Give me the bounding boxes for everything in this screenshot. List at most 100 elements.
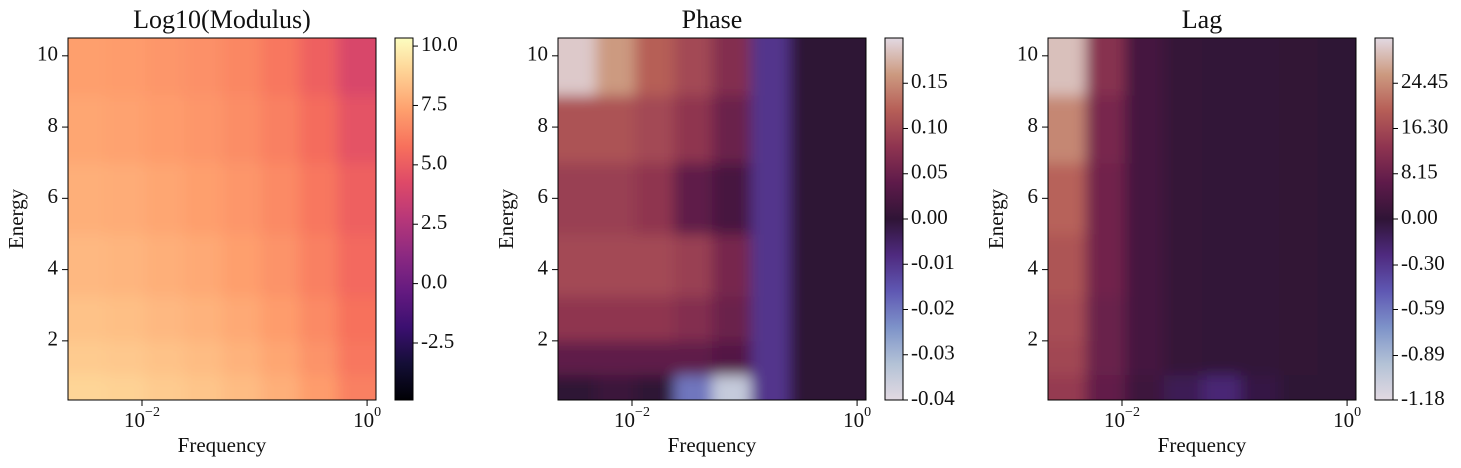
y-tick-label: 4	[48, 255, 59, 279]
heatmap-cell	[558, 296, 597, 342]
colorbar-tick-label: -1.18	[1401, 386, 1445, 410]
heatmap-cell	[558, 340, 597, 376]
heatmap-cell	[789, 162, 829, 235]
heatmap-cell	[145, 296, 185, 342]
heatmap-cell	[1317, 296, 1356, 342]
heatmap-cell	[1202, 233, 1242, 297]
heatmap-cell	[1317, 162, 1356, 235]
heatmap-cell	[595, 95, 636, 164]
heatmap-cell	[222, 233, 262, 297]
heatmap-cell	[145, 233, 185, 297]
heatmap-cell	[558, 38, 597, 96]
heatmap-cell	[222, 374, 262, 400]
heatmap-cell	[1085, 374, 1126, 400]
heatmap-cell	[1164, 374, 1203, 400]
heatmap-cell	[1202, 374, 1242, 400]
heatmap-cell	[595, 162, 636, 235]
heatmap-cell	[1085, 296, 1126, 342]
heatmap-cell	[1048, 374, 1087, 400]
heatmap-cell	[1279, 95, 1319, 164]
heatmap-cell	[1240, 296, 1280, 342]
heatmap-cell	[1202, 162, 1242, 235]
heatmap-cell	[1125, 340, 1165, 376]
y-tick-label: 8	[1028, 113, 1039, 137]
heatmap-cell	[1279, 233, 1319, 297]
heatmap-cell	[1317, 374, 1356, 400]
heatmap-cell	[222, 95, 262, 164]
colorbar-tick-label: -0.01	[911, 250, 955, 274]
x-tick-label: 10−2	[124, 405, 160, 432]
heatmap-cell	[674, 233, 713, 297]
heatmap-cell	[1202, 340, 1242, 376]
heatmap	[68, 38, 376, 400]
heatmap-cell	[1125, 95, 1165, 164]
y-tick-label: 4	[1028, 255, 1039, 279]
colorbar-tick-label: -0.30	[1401, 251, 1445, 275]
y-tick-label: 6	[48, 184, 59, 208]
heatmap-cell	[1279, 296, 1319, 342]
heatmap-cell	[145, 340, 185, 376]
heatmap-cell	[1279, 162, 1319, 235]
heatmap-cell	[68, 374, 107, 400]
y-axis-label: Energy	[494, 188, 518, 249]
x-axis-label: Frequency	[668, 433, 757, 457]
heatmap-cell	[105, 233, 146, 297]
heatmap-cell	[635, 374, 675, 400]
heatmap-cell	[337, 95, 376, 164]
heatmap-cell	[1164, 340, 1203, 376]
x-tick-label: 10−2	[1104, 405, 1140, 432]
colorbar-tick-label: 7.5	[421, 91, 447, 115]
heatmap-cell	[1202, 296, 1242, 342]
colorbar-tick-label: 24.45	[1401, 69, 1448, 93]
heatmap-cell	[68, 95, 107, 164]
heatmap-cell	[1085, 38, 1126, 96]
heatmap-cell	[222, 340, 262, 376]
heatmap-cell	[674, 162, 713, 235]
heatmap-cell	[1164, 162, 1203, 235]
heatmap-cell	[337, 296, 376, 342]
heatmap-cell	[1164, 233, 1203, 297]
chart-title: Log10(Modulus)	[133, 5, 311, 34]
heatmap-cell	[595, 340, 636, 376]
heatmap-cell	[635, 38, 675, 96]
x-tick-label: 100	[843, 405, 871, 432]
heatmap-cell	[105, 95, 146, 164]
heatmap-cell	[184, 374, 223, 400]
heatmap-cell	[299, 374, 339, 400]
heatmap-cell	[184, 162, 223, 235]
heatmap-cell	[789, 296, 829, 342]
heatmap-cell	[145, 374, 185, 400]
heatmap-cell	[789, 95, 829, 164]
heatmap-cell	[1202, 38, 1242, 96]
heatmap-cell	[827, 374, 866, 400]
colorbar-tick-label: -0.04	[911, 386, 955, 410]
x-axis-label: Frequency	[1158, 433, 1247, 457]
colorbar-tick-label: 0.15	[911, 69, 948, 93]
heatmap-cell	[1048, 233, 1087, 297]
heatmap-cell	[1048, 38, 1087, 96]
heatmap-cell	[558, 162, 597, 235]
heatmap-clip	[1048, 38, 1356, 400]
heatmap-cell	[68, 340, 107, 376]
heatmap-cell	[827, 340, 866, 376]
heatmap-cell	[1048, 340, 1087, 376]
axes-frame	[557, 37, 867, 401]
x-tick-label: 10−2	[614, 405, 650, 432]
heatmap-cell	[635, 162, 675, 235]
y-tick-label: 6	[538, 184, 549, 208]
heatmap-cell	[1164, 38, 1203, 96]
heatmap-cell	[750, 296, 790, 342]
colorbar-tick-label: -2.5	[421, 329, 454, 353]
heatmap-cell	[1048, 296, 1087, 342]
heatmap-cell	[1317, 95, 1356, 164]
heatmap-cell	[712, 233, 752, 297]
heatmap-cell	[260, 233, 300, 297]
heatmap-cell	[750, 340, 790, 376]
heatmap-cell	[337, 233, 376, 297]
heatmap-cell	[260, 374, 300, 400]
heatmap-cell	[105, 162, 146, 235]
heatmap-cell	[674, 296, 713, 342]
heatmap-cell	[1085, 162, 1126, 235]
